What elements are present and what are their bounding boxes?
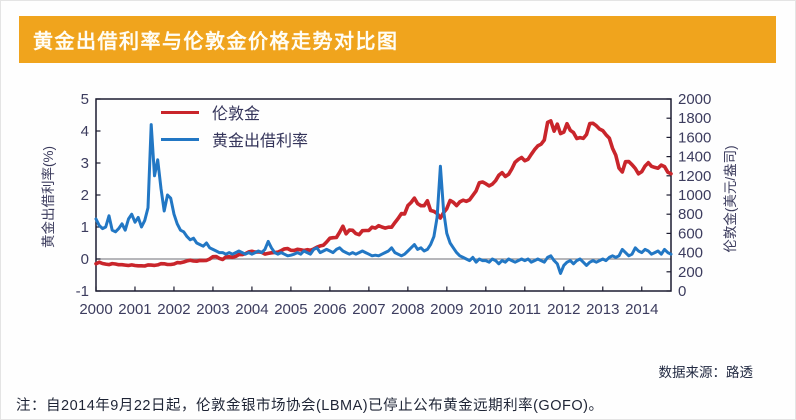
series-london-gold xyxy=(94,119,673,268)
left-axis-tick-label: 3 xyxy=(81,155,89,172)
right-axis-tick-label: 600 xyxy=(678,225,703,242)
x-axis-tick-label: 2000 xyxy=(79,301,112,318)
x-axis-tick-label: 2005 xyxy=(274,301,307,318)
legend-item-london-gold: 伦敦金 xyxy=(161,102,308,123)
left-axis-tick-label: -1 xyxy=(76,283,89,300)
x-axis-tick-label: 2001 xyxy=(118,301,151,318)
right-axis-tick-label: 2000 xyxy=(678,91,711,108)
chart-legend: 伦敦金 黄金出借利率 xyxy=(161,102,309,150)
left-axis-tick-label: 1 xyxy=(81,219,89,236)
x-axis-tick-label: 2013 xyxy=(586,301,619,318)
chart-title-bar: 黄金出借利率与伦敦金价格走势对比图 xyxy=(19,16,776,63)
right-axis-title: 伦敦金(美元/盎司) xyxy=(723,145,738,253)
x-axis-tick-label: 2004 xyxy=(235,301,268,318)
x-axis-tick-label: 2012 xyxy=(547,301,580,318)
page-title: 黄金出借利率与伦敦金价格走势对比图 xyxy=(33,31,399,53)
legend-item-lease-rate: 黄金出借利率 xyxy=(161,129,309,150)
footnote: 注：自2014年9月22日起，伦敦金银市场协会(LBMA)已停止公布黄金远期利率… xyxy=(16,398,604,414)
right-axis-tick-label: 1800 xyxy=(678,110,711,127)
x-axis-tick-label: 2011 xyxy=(509,301,541,318)
right-axis-tick-label: 1400 xyxy=(678,149,711,166)
data-source: 数据来源：路透 xyxy=(658,365,754,380)
series-lease-rate xyxy=(94,123,673,275)
right-axis-tick-label: 1200 xyxy=(678,168,711,185)
left-axis-tick-label: 0 xyxy=(81,251,89,268)
right-axis-tick-label: 0 xyxy=(678,283,686,300)
left-axis-tick-label: 5 xyxy=(81,91,89,108)
x-axis-tick-label: 2002 xyxy=(157,301,190,318)
legend-label-lease-rate: 黄金出借利率 xyxy=(212,133,309,150)
right-axis-tick-label: 200 xyxy=(678,264,703,281)
left-axis-tick-label: 4 xyxy=(81,123,89,140)
legend-line-red-icon xyxy=(161,110,199,114)
x-axis-tick-label: 2014 xyxy=(625,301,658,318)
left-axis-tick-label: 2 xyxy=(81,187,89,204)
legend-line-blue-icon xyxy=(161,137,199,141)
x-axis-tick-label: 2010 xyxy=(469,301,502,318)
x-axis-tick-label: 2009 xyxy=(430,301,463,318)
x-axis-tick-label: 2007 xyxy=(352,301,385,318)
x-axis-tick-label: 2003 xyxy=(196,301,229,318)
right-axis-tick-label: 1000 xyxy=(678,187,711,204)
right-axis-tick-label: 1600 xyxy=(678,129,711,146)
legend-label-london-gold: 伦敦金 xyxy=(212,106,261,123)
left-axis-title: 黄金出借利率(%) xyxy=(41,146,56,248)
right-axis-tick-label: 800 xyxy=(678,206,703,223)
right-axis-tick-label: 400 xyxy=(678,245,703,262)
x-axis-tick-label: 2006 xyxy=(313,301,346,318)
x-axis-tick-label: 2008 xyxy=(391,301,424,318)
